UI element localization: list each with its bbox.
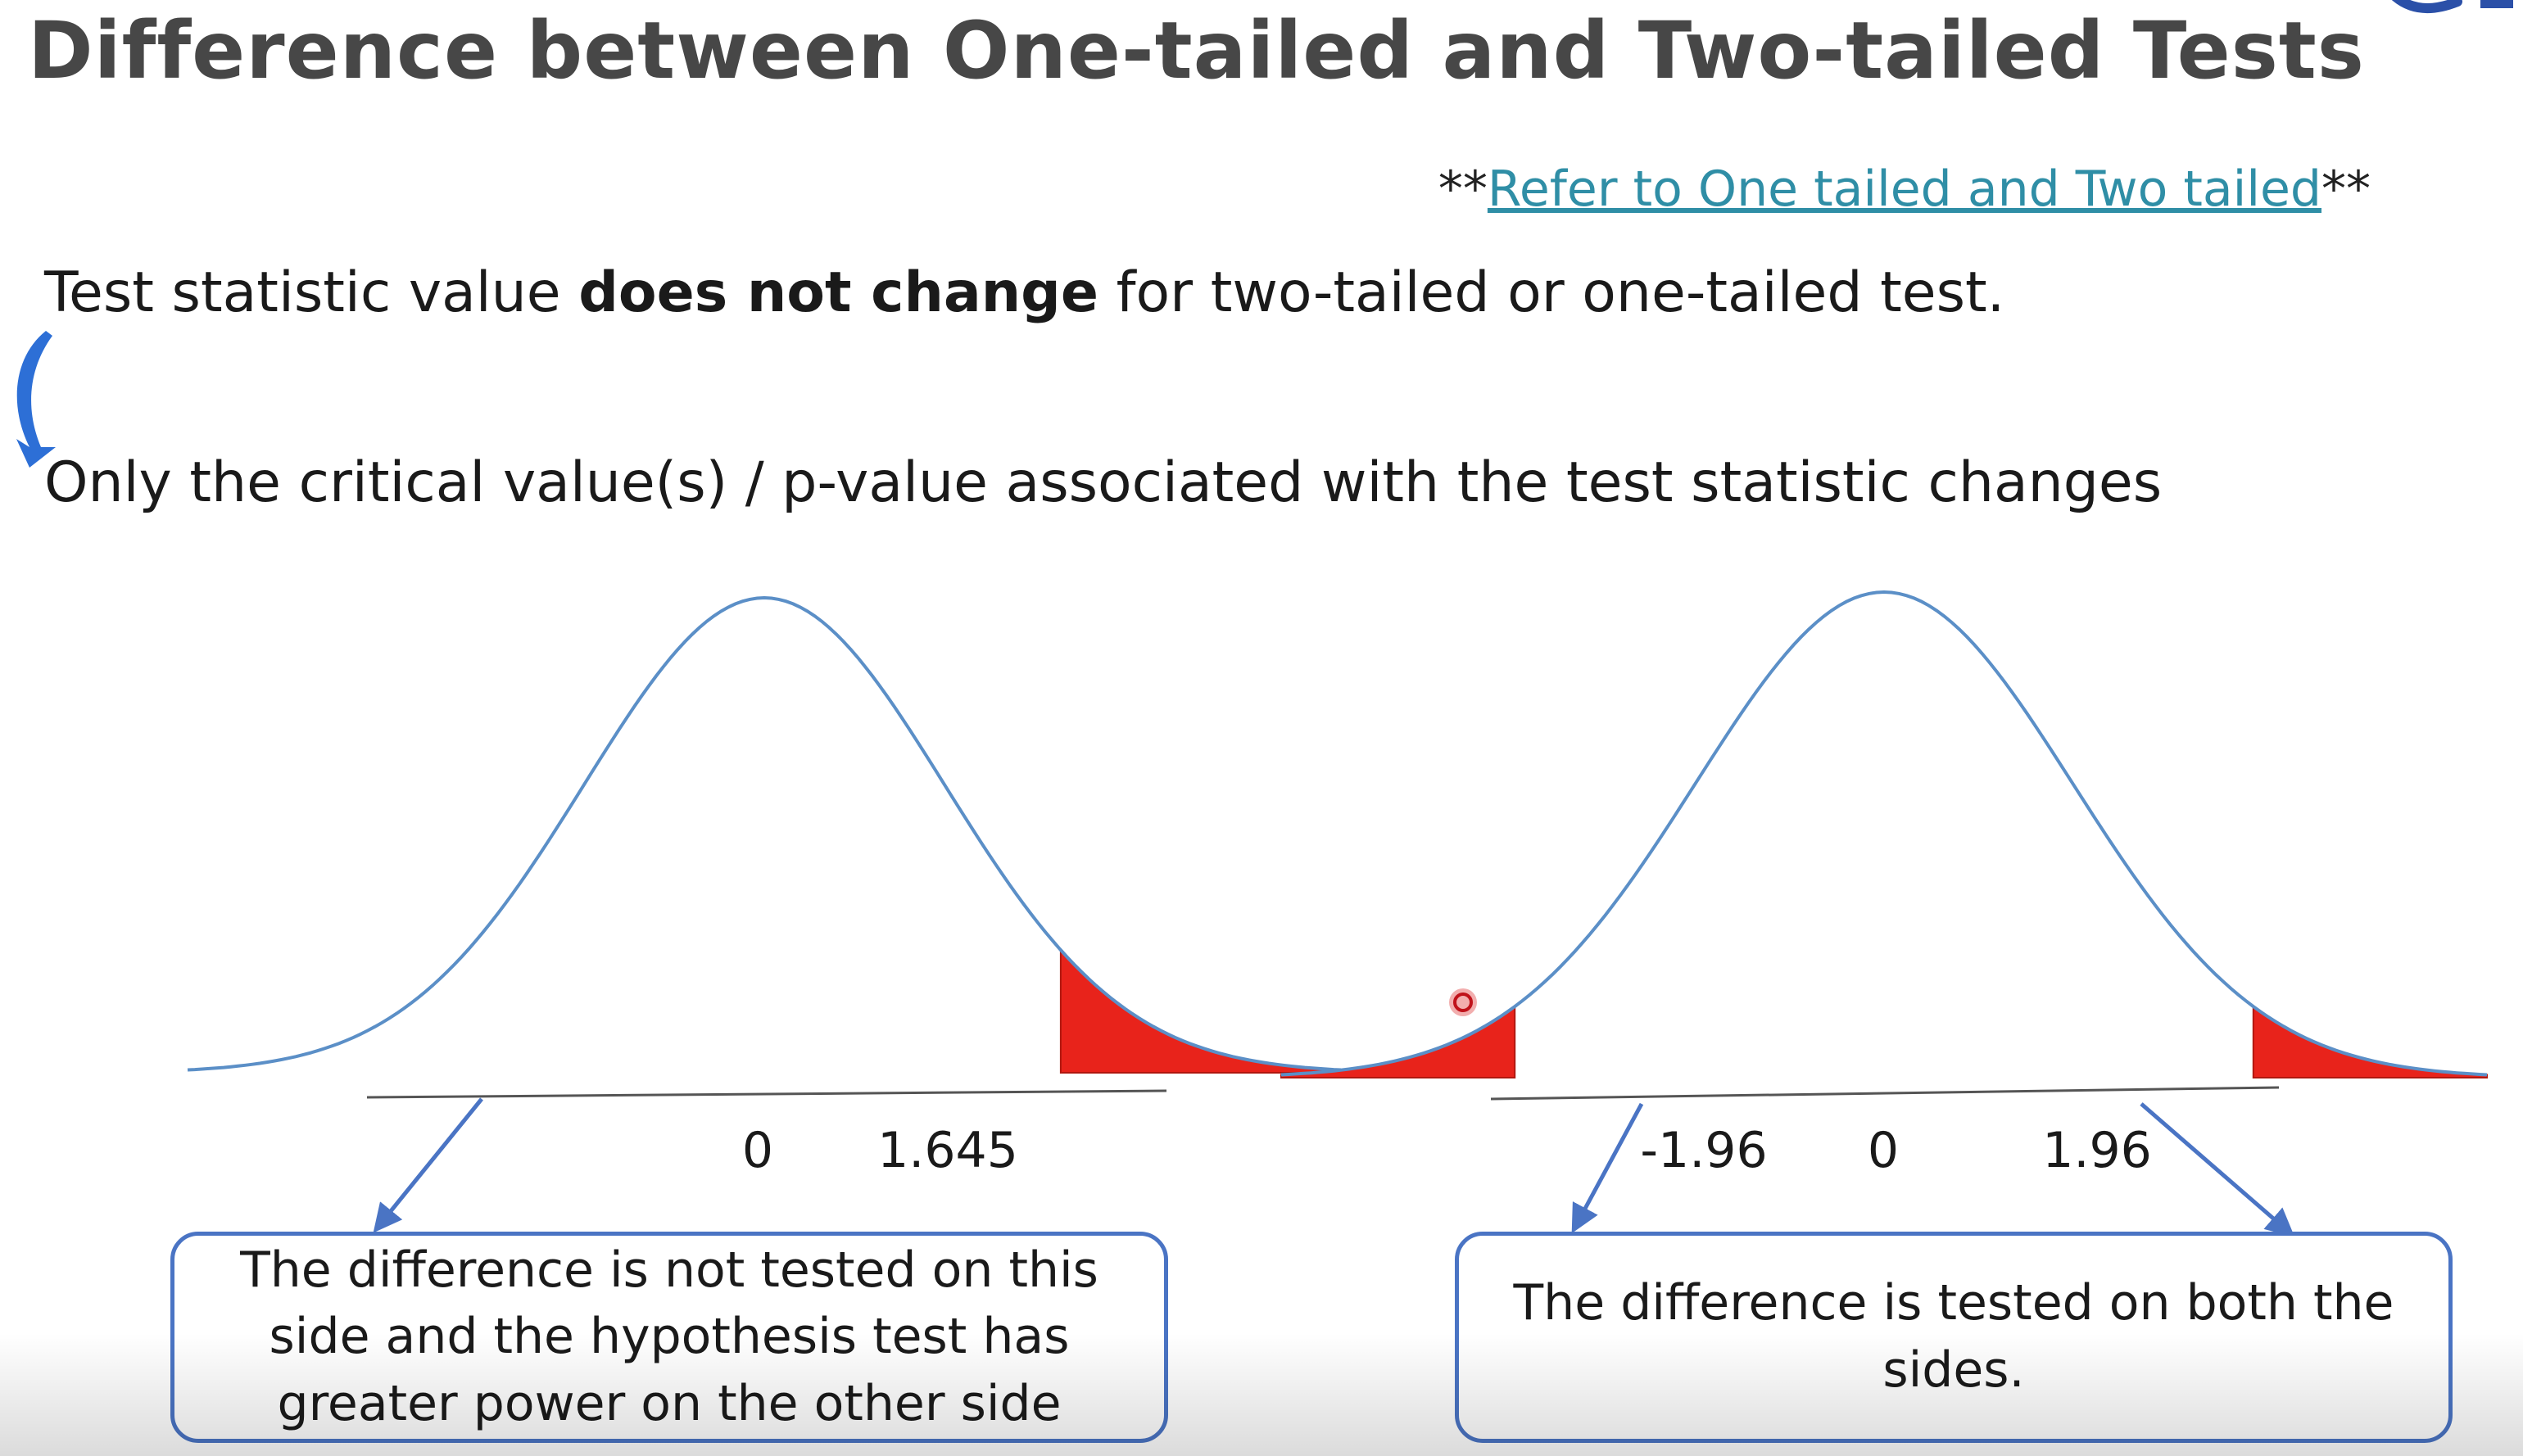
logo-icon [2391, 0, 2513, 13]
one-tailed-note-box: The difference is not tested on this sid… [170, 1232, 1168, 1443]
cursor-pointer-icon [1449, 988, 1477, 1016]
statement-bold: does not change [578, 260, 1098, 325]
one-tailed-rejection-region [1059, 947, 1342, 1074]
statement-part2: for two-tailed or one-tailed test. [1098, 260, 2005, 325]
statement-part1: Test statistic value [44, 260, 579, 325]
one-tailed-curve [187, 595, 1342, 1072]
two-tailed-axis [1490, 1086, 2280, 1101]
one-tailed-axis [366, 1089, 1167, 1099]
reference-link[interactable]: Refer to One tailed and Two tailed [1487, 161, 2321, 218]
curved-arrow-icon [16, 331, 56, 468]
two-tailed-note-text: The difference is tested on both the sid… [1513, 1274, 2394, 1399]
reference-note: **Refer to One tailed and Two tailed** [1438, 161, 2371, 218]
two-tailed-label-left-critical: -1.96 [1640, 1122, 1767, 1179]
page-title: Difference between One-tailed and Two-ta… [28, 5, 2365, 97]
one-tailed-distribution: 0 1.645 [187, 595, 1342, 1233]
two-tailed-right-rejection-region [2252, 1005, 2488, 1078]
one-tailed-note-text: The difference is not tested on this sid… [240, 1241, 1098, 1432]
reference-prefix: ** [1438, 161, 1488, 218]
two-tailed-label-zero: 0 [1868, 1122, 1899, 1179]
two-tailed-label-right-critical: 1.96 [2042, 1122, 2152, 1179]
two-tailed-note-box: The difference is tested on both the sid… [1455, 1232, 2453, 1443]
one-tailed-pointer-arrow [373, 1097, 483, 1233]
conclusion-text: Only the critical value(s) / p-value ass… [44, 450, 2163, 515]
two-tailed-right-pointer-arrow [2140, 1102, 2295, 1237]
one-tailed-label-zero: 0 [742, 1122, 773, 1179]
one-tailed-label-critical: 1.645 [877, 1122, 1018, 1179]
two-tailed-left-pointer-arrow [1571, 1102, 1644, 1234]
reference-suffix: ** [2321, 161, 2371, 218]
two-tailed-curve [1280, 590, 2488, 1077]
two-tailed-distribution: -1.96 0 1.96 [1280, 590, 2488, 1237]
statement-text: Test statistic value does not change for… [44, 260, 2004, 325]
